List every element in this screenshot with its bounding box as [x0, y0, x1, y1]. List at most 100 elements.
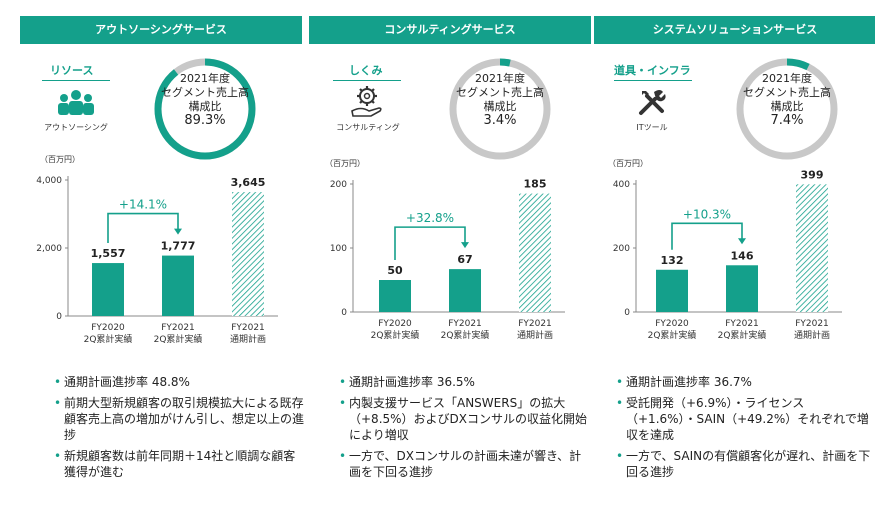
actual-bar	[726, 265, 758, 312]
panel-system-solution: システムソリューションサービス 道具・インフラ ITツール 2021年度 セグメ…	[594, 0, 875, 513]
ring-line2: セグメント売上高	[161, 86, 249, 99]
bullet-dot-icon: •	[339, 396, 347, 410]
bar-value-label: 1,557	[91, 247, 126, 260]
x-tick-label: FY2021	[725, 319, 759, 329]
bullet-dot-icon: •	[616, 396, 624, 410]
actual-bar	[379, 280, 411, 312]
plan-bar	[796, 184, 828, 312]
bullet-dot-icon: •	[616, 449, 624, 463]
bullet-item: • 一方で、SAINの有償顧客化が遅れ、計画を下回る進捗	[616, 449, 871, 479]
bullet-item: • 一方で、DXコンサルの計画未達が響き、計画を下回る進捗	[339, 449, 582, 479]
plan-bar	[232, 192, 264, 316]
growth-annotation: +10.3%	[683, 207, 731, 221]
x-tick-label: FY2020	[378, 319, 412, 329]
ring-line1: 2021年度	[180, 72, 230, 85]
growth-bracket	[394, 226, 466, 260]
ring-line3: 構成比	[770, 100, 804, 113]
ring-line1: 2021年度	[475, 72, 525, 85]
bullet-item: • 通期計画進捗率 36.5%	[339, 375, 475, 389]
x-tick-label: 2Q累計実績	[718, 329, 767, 341]
share-ring	[449, 58, 551, 160]
gear-hand-icon	[351, 86, 382, 117]
ring-percent: 7.4%	[770, 113, 804, 128]
unit-label: （百万円）	[608, 159, 648, 168]
share-ring	[154, 58, 256, 160]
y-tick-label: 0	[341, 308, 347, 318]
bullet-item: • 前期大型新規顧客の取引規模拡大による既存顧客売上高の増加がけん引し、想定以上の…	[54, 396, 305, 442]
bullet-item: • 新規顧客数は前年同期＋14社と順調な顧客獲得が進む	[54, 449, 296, 479]
bullet-item: • 内製支援サービス「ANSWERS」の拡大（+8.5%）およびDXコンサルの収益…	[339, 396, 588, 442]
growth-arrow-icon	[738, 238, 746, 245]
panel-outsourcing: アウトソーシングサービス リソース アウトソーシング 2021年度 セグメント売…	[20, 0, 304, 513]
share-ring-text: 2021年度 セグメント売上高 構成比 89.3%	[145, 72, 265, 128]
category-underline	[42, 80, 110, 81]
x-tick-label: 通期計画	[230, 333, 266, 345]
people-icon	[58, 90, 94, 115]
unit-label: （百万円）	[325, 159, 365, 168]
panel-consulting: コンサルティングサービス しくみ コンサルティング 2021年度 セグメント売上…	[309, 0, 591, 513]
category-label: しくみ	[349, 64, 383, 77]
y-tick-label: 4,000	[36, 176, 62, 186]
share-ring-text: 2021年度 セグメント売上高 構成比 3.4%	[440, 72, 560, 128]
category-sub: ITツール	[636, 123, 668, 132]
actual-bar	[656, 269, 688, 312]
bullet-dot-icon: •	[54, 449, 62, 463]
category-label: リソース	[50, 64, 94, 77]
x-tick-label: FY2020	[91, 323, 125, 333]
ring-percent: 3.4%	[483, 113, 517, 128]
growth-annotation: +32.8%	[406, 211, 454, 225]
actual-bar	[162, 255, 194, 316]
growth-bracket	[107, 212, 179, 244]
bullet-dot-icon: •	[616, 375, 624, 389]
plan-bar	[519, 193, 551, 312]
growth-arrow-icon	[174, 228, 182, 235]
category-sub: コンサルティング	[336, 123, 400, 132]
share-ring	[736, 58, 838, 160]
bar-chart: （百万円）02,0004,0001,557FY20202Q累計実績1,777FY…	[36, 155, 278, 345]
growth-bracket	[671, 222, 743, 250]
tools-icon	[639, 90, 666, 115]
bullet-dot-icon: •	[339, 449, 347, 463]
ring-line3: 構成比	[188, 100, 222, 113]
bar-value-label: 399	[801, 168, 824, 181]
ring-line2: セグメント売上高	[743, 86, 831, 99]
unit-label: （百万円）	[40, 155, 80, 164]
bullet-dot-icon: •	[54, 396, 62, 410]
panel-header: アウトソーシングサービス	[20, 16, 302, 44]
bullet-dot-icon: •	[54, 375, 62, 389]
bullet-item: • 通期計画進捗率 36.7%	[616, 375, 752, 389]
x-tick-label: 2Q累計実績	[371, 329, 420, 341]
bar-value-label: 146	[731, 249, 754, 262]
x-tick-label: 2Q累計実績	[154, 333, 203, 345]
bar-chart: （百万円）010020050FY20202Q累計実績67FY20212Q累計実績…	[325, 159, 565, 341]
bullet-list: • 通期計画進捗率 48.8% • 前期大型新規顧客の取引規模拡大による既存顧客売上…	[54, 374, 304, 485]
x-tick-label: FY2021	[448, 319, 482, 329]
panel-header: コンサルティングサービス	[309, 16, 591, 44]
x-tick-label: 2Q累計実績	[84, 333, 133, 345]
bar-value-label: 1,777	[161, 240, 196, 253]
category-underline	[333, 80, 401, 81]
ring-line2: セグメント売上高	[456, 86, 544, 99]
x-tick-label: FY2020	[655, 319, 689, 329]
category-underline	[614, 80, 692, 81]
x-tick-label: 2Q累計実績	[648, 329, 697, 341]
y-tick-label: 0	[624, 308, 630, 318]
ring-line1: 2021年度	[762, 72, 812, 85]
share-ring-text: 2021年度 セグメント売上高 構成比 7.4%	[727, 72, 847, 128]
x-tick-label: 通期計画	[517, 329, 553, 341]
bullet-list: • 通期計画進捗率 36.7% • 受託開発（+6.9%）・ライセンス（+1.6%）…	[616, 374, 872, 485]
x-tick-label: 2Q累計実績	[441, 329, 490, 341]
x-tick-label: FY2021	[161, 323, 195, 333]
y-tick-label: 0	[56, 312, 62, 322]
actual-bar	[449, 269, 481, 312]
y-tick-label: 400	[613, 180, 630, 190]
growth-arrow-icon	[461, 242, 469, 249]
y-tick-label: 2,000	[36, 244, 62, 254]
growth-annotation: +14.1%	[119, 198, 167, 212]
bar-chart: （百万円）0200400132FY20202Q累計実績146FY20212Q累計…	[608, 159, 842, 341]
category-sub: アウトソーシング	[44, 123, 108, 132]
y-tick-label: 100	[330, 244, 347, 254]
bullet-dot-icon: •	[339, 375, 347, 389]
x-tick-label: 通期計画	[794, 329, 830, 341]
x-tick-label: FY2021	[518, 319, 552, 329]
